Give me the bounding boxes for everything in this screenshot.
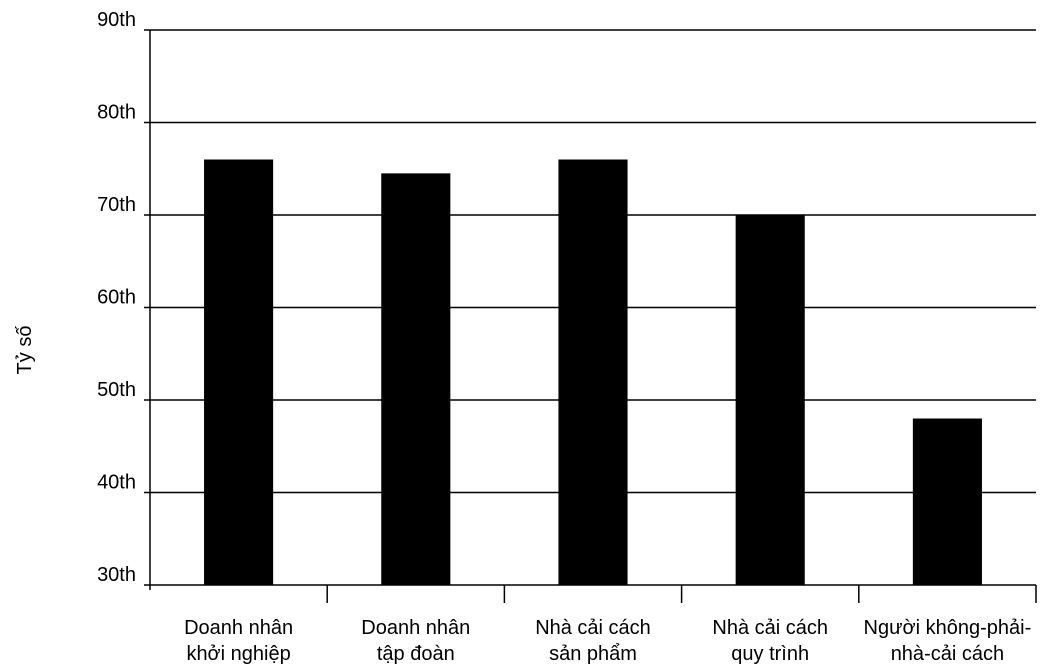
- axes: [149, 30, 1036, 590]
- y-tick-label: 30th: [97, 564, 136, 586]
- bar: [204, 159, 274, 585]
- y-tick-label: 50th: [97, 379, 136, 401]
- bar: [912, 418, 982, 585]
- y-axis-title: Tỷ số: [14, 326, 36, 375]
- y-tick-label: 40th: [97, 472, 136, 494]
- y-tick-label: 70th: [97, 194, 136, 216]
- x-category-label: Nhà cải cách: [712, 617, 828, 639]
- x-category-label: khởi nghiệp: [186, 643, 290, 665]
- bar: [558, 159, 628, 585]
- bar: [735, 215, 805, 585]
- y-tick-labels: 30th 40th 50th 60th 70th 80th 90th: [97, 9, 150, 586]
- x-category-label: Doanh nhân: [361, 617, 470, 639]
- x-category-label: Doanh nhân: [184, 617, 293, 639]
- y-tick-label: 90th: [97, 9, 136, 31]
- x-category-label: nhà-cải cách: [891, 643, 1004, 665]
- x-category-label: sản phẩm: [549, 643, 637, 665]
- x-category-label: quy trình: [731, 643, 809, 665]
- y-tick-label: 60th: [97, 287, 136, 309]
- x-category-label: tập đoàn: [377, 643, 455, 665]
- bar: [381, 173, 451, 585]
- x-category-label: Người không-phải-: [864, 617, 1032, 639]
- bars: [204, 159, 982, 585]
- x-category-label: Nhà cải cách: [535, 617, 651, 639]
- y-tick-label: 80th: [97, 102, 136, 124]
- x-category-labels: Doanh nhân khởi nghiệp Doanh nhân tập đoàn N…: [184, 585, 1037, 665]
